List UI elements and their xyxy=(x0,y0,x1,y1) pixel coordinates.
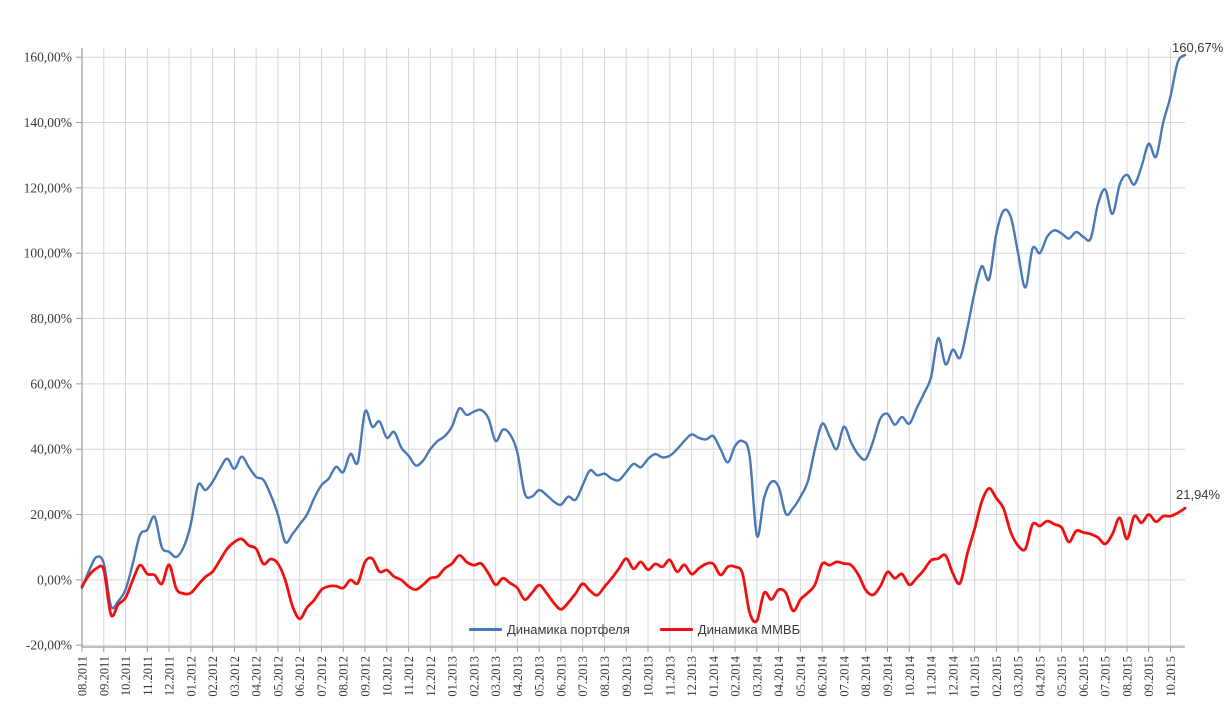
x-axis-label: 07.2014 xyxy=(837,655,851,696)
x-axis-label: 05.2014 xyxy=(794,655,808,696)
x-axis-label: 07.2012 xyxy=(315,656,329,697)
y-axis-label: 20,00% xyxy=(30,507,72,522)
micex-line-swatch-icon xyxy=(659,628,693,631)
x-axis-label: 11.2011 xyxy=(141,656,155,696)
x-axis-label: 02.2015 xyxy=(990,656,1004,697)
y-axis-label: -20,00% xyxy=(26,638,72,653)
x-axis-label: 03.2014 xyxy=(750,655,764,696)
x-axis-label: 03.2012 xyxy=(228,656,242,697)
x-axis-label: 10.2013 xyxy=(642,656,656,697)
y-axis-label: 80,00% xyxy=(30,311,72,326)
x-axis-label: 04.2014 xyxy=(772,655,786,696)
y-axis-label: 0,00% xyxy=(37,572,72,587)
x-axis-labels: 08.2011 09.2011 10.2011 11.2011 12.2011 01.20… xyxy=(76,655,1179,696)
x-axis-label: 08.2014 xyxy=(859,655,873,696)
x-axis-label: 11.2014 xyxy=(925,655,939,696)
legend-item-micex: Динамика ММВБ xyxy=(659,622,801,637)
x-axis-label: 12.2011 xyxy=(163,656,177,696)
x-axis-label: 10.2011 xyxy=(119,656,133,696)
x-axis-label: 07.2015 xyxy=(1099,656,1113,697)
y-axis-label: 120,00% xyxy=(24,180,72,195)
y-axis-label: 40,00% xyxy=(30,442,72,457)
x-axis-label: 02.2013 xyxy=(467,656,481,697)
x-axis-label: 12.2013 xyxy=(685,656,699,697)
x-axis-label: 05.2012 xyxy=(271,656,285,697)
legend-label-micex: Динамика ММВБ xyxy=(697,622,801,637)
x-axis-label: 09.2015 xyxy=(1142,656,1156,697)
x-axis-label: 01.2015 xyxy=(968,656,982,697)
x-axis-label: 09.2011 xyxy=(97,656,111,696)
x-axis-label: 10.2012 xyxy=(380,656,394,697)
micex-series-line xyxy=(80,487,1187,624)
y-axis-label: 160,00% xyxy=(24,50,72,65)
x-axis-label: 08.2012 xyxy=(337,656,351,697)
y-axis-label: 60,00% xyxy=(30,376,72,391)
legend-item-portfolio: Динамика портфеля xyxy=(469,622,630,637)
x-axis-label: 05.2013 xyxy=(533,656,547,697)
chart-legend: Динамика портфеля Динамика ММВБ xyxy=(469,622,800,637)
micex-end-value-label: 21,94% xyxy=(1176,487,1221,502)
x-axis-label: 12.2012 xyxy=(424,656,438,697)
portfolio-series-line xyxy=(80,53,1187,610)
x-axis-label: 02.2014 xyxy=(729,655,743,696)
portfolio-end-value-label: 160,67% xyxy=(1172,40,1224,55)
legend-label-portfolio: Динамика портфеля xyxy=(507,622,630,637)
x-axis-label: 01.2012 xyxy=(184,656,198,697)
y-axis-labels: 160,00% 140,00% 120,00% 100,00% 80,00% 60,00%… xyxy=(24,50,72,653)
x-axis-label: 06.2015 xyxy=(1077,656,1091,697)
x-axis-label: 02.2012 xyxy=(206,656,220,697)
x-axis-label: 06.2013 xyxy=(554,656,568,697)
x-axis-label: 12.2014 xyxy=(946,655,960,696)
x-axis-label: 08.2011 xyxy=(76,656,90,696)
x-axis-label: 04.2013 xyxy=(511,656,525,697)
x-axis-label: 11.2013 xyxy=(663,656,677,696)
x-axis-label: 10.2015 xyxy=(1164,656,1178,697)
x-axis-label: 01.2013 xyxy=(446,656,460,697)
x-axis-label: 06.2012 xyxy=(293,656,307,697)
portfolio-line-swatch-icon xyxy=(469,628,502,631)
axes xyxy=(76,48,1185,652)
gridlines xyxy=(81,48,1185,647)
x-axis-label: 04.2015 xyxy=(1033,656,1047,697)
x-axis-label: 10.2014 xyxy=(903,655,917,696)
x-axis-label: 01.2014 xyxy=(707,655,721,696)
x-axis-label: 05.2015 xyxy=(1055,656,1069,697)
x-axis-label: 08.2015 xyxy=(1120,656,1134,697)
x-axis-label: 04.2012 xyxy=(250,656,264,697)
x-axis-label: 09.2014 xyxy=(881,655,895,696)
x-axis-label: 09.2012 xyxy=(359,656,373,697)
y-axis-label: 140,00% xyxy=(24,115,72,130)
x-axis-label: 03.2013 xyxy=(489,656,503,697)
x-axis-label: 07.2013 xyxy=(576,656,590,697)
x-axis-label: 06.2014 xyxy=(816,655,830,696)
x-axis-label: 08.2013 xyxy=(598,656,612,697)
y-axis-label: 100,00% xyxy=(24,246,72,261)
x-axis-label: 09.2013 xyxy=(620,656,634,697)
x-axis-label: 03.2015 xyxy=(1012,656,1026,697)
x-axis-label: 11.2012 xyxy=(402,656,416,696)
